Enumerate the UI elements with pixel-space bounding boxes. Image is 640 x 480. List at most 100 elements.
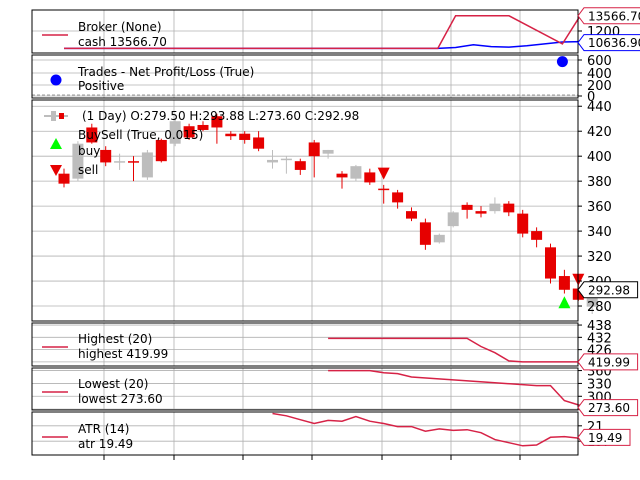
candle (406, 207, 417, 222)
cash-last-value-flag-box (577, 7, 640, 25)
y-tick-label: 280 (587, 300, 612, 315)
candle-body (267, 159, 278, 163)
trades-legend-title: Trades - Net Profit/Loss (True) (77, 65, 254, 79)
trade-marker (556, 56, 568, 68)
value-line (64, 40, 590, 50)
candle (211, 113, 223, 144)
candle-body (58, 173, 70, 184)
indicator-line-3 (328, 337, 593, 363)
candle-body (503, 203, 515, 213)
trades-legend-marker (50, 74, 62, 86)
candle (308, 139, 320, 178)
y-tick-label: 432 (587, 331, 612, 346)
candle (58, 168, 70, 188)
panel-frame-5 (31, 411, 579, 456)
highest-legend-entry: highest 419.99 (78, 347, 168, 361)
y-tick-label: 420 (587, 125, 612, 140)
candle (322, 149, 334, 159)
candle (503, 201, 515, 217)
y-tick-label: 400 (587, 150, 612, 165)
broker-legend-entry: cash 13566.70 (78, 35, 167, 49)
candle (378, 184, 390, 204)
sell-legend-triangle (50, 165, 62, 176)
candle-body (419, 222, 431, 245)
candle (517, 209, 529, 238)
indicator-last-value-flag-5-text: 19.49 (588, 431, 622, 445)
price-last-value-flag-text: 292.98 (588, 283, 630, 297)
candle-body (253, 137, 265, 149)
candle (419, 218, 431, 250)
candle-body (489, 203, 501, 212)
buysell-legend-title: BuySell (True, 0.015) (78, 128, 203, 142)
candle (239, 131, 251, 144)
value-last-value-flag-box (577, 34, 640, 52)
candle-body (517, 213, 529, 234)
candle-body (183, 126, 195, 138)
candle (100, 146, 112, 167)
candle-body (406, 211, 417, 219)
sell-marker (377, 167, 390, 180)
candle-body (211, 116, 223, 128)
y-tick-label: 438 (587, 319, 612, 334)
candle (114, 153, 126, 170)
candle-body (392, 192, 404, 203)
y-tick-label: 360 (587, 200, 612, 215)
candle (364, 168, 376, 185)
y-tick-label: 200 (587, 79, 612, 94)
value-last-value-flag-text: 10636.90 (588, 36, 640, 50)
candle-body (447, 212, 459, 227)
candle-body (197, 124, 209, 130)
candle (294, 158, 306, 175)
y-tick-label: 600 (587, 54, 612, 69)
candle (128, 156, 139, 182)
candle-body (378, 188, 390, 191)
candle (350, 164, 362, 182)
value-last-value-flag: 10636.90 (577, 34, 640, 52)
panel-frame-2 (31, 99, 579, 322)
candle-body (531, 231, 543, 240)
candle (253, 131, 265, 152)
candle (433, 233, 445, 244)
candle (447, 211, 459, 228)
candle-body (128, 161, 139, 163)
candle-body (280, 158, 292, 161)
candle-body (72, 143, 84, 179)
buy-marker (558, 296, 571, 309)
candle (336, 171, 348, 189)
cash-last-value-flag: 13566.70 (577, 7, 640, 25)
y-tick-label: 440 (587, 100, 612, 115)
trades-legend-entry: Positive (78, 79, 124, 93)
lowest-legend-entry: lowest 273.60 (78, 392, 163, 406)
candle-body (336, 173, 348, 178)
candle-body (141, 152, 153, 178)
indicator-last-value-flag-5: 19.49 (577, 428, 631, 446)
candle (197, 121, 209, 132)
candle-body (86, 127, 98, 143)
y-tick-label: 0 (587, 90, 595, 105)
candle (267, 149, 278, 169)
y-tick-label: 320 (587, 250, 612, 265)
candle (72, 141, 84, 182)
candle-body (225, 133, 237, 137)
y-tick-label: 330 (587, 377, 612, 392)
candle (155, 138, 167, 163)
candle-body (169, 121, 181, 144)
candle-body (433, 234, 445, 243)
candle-body (350, 166, 362, 179)
highest-legend-title: Highest (20) (78, 332, 152, 346)
candle-body (322, 149, 334, 154)
indicator-last-value-flag-3-box (577, 353, 639, 371)
indicator-last-value-flag-5-box (577, 428, 631, 446)
indicator-last-value-flag-4-box (577, 399, 639, 417)
candle-body (294, 161, 306, 170)
candle (141, 149, 153, 180)
atr-legend-entry: atr 19.49 (78, 437, 133, 451)
candle-body (155, 139, 167, 162)
indicator-last-value-flag-3-text: 419.99 (588, 355, 630, 369)
candle (558, 269, 570, 294)
candle (169, 118, 181, 147)
candle-body (114, 161, 126, 163)
price-last-value-flag-box (577, 281, 639, 299)
candle (531, 227, 543, 248)
